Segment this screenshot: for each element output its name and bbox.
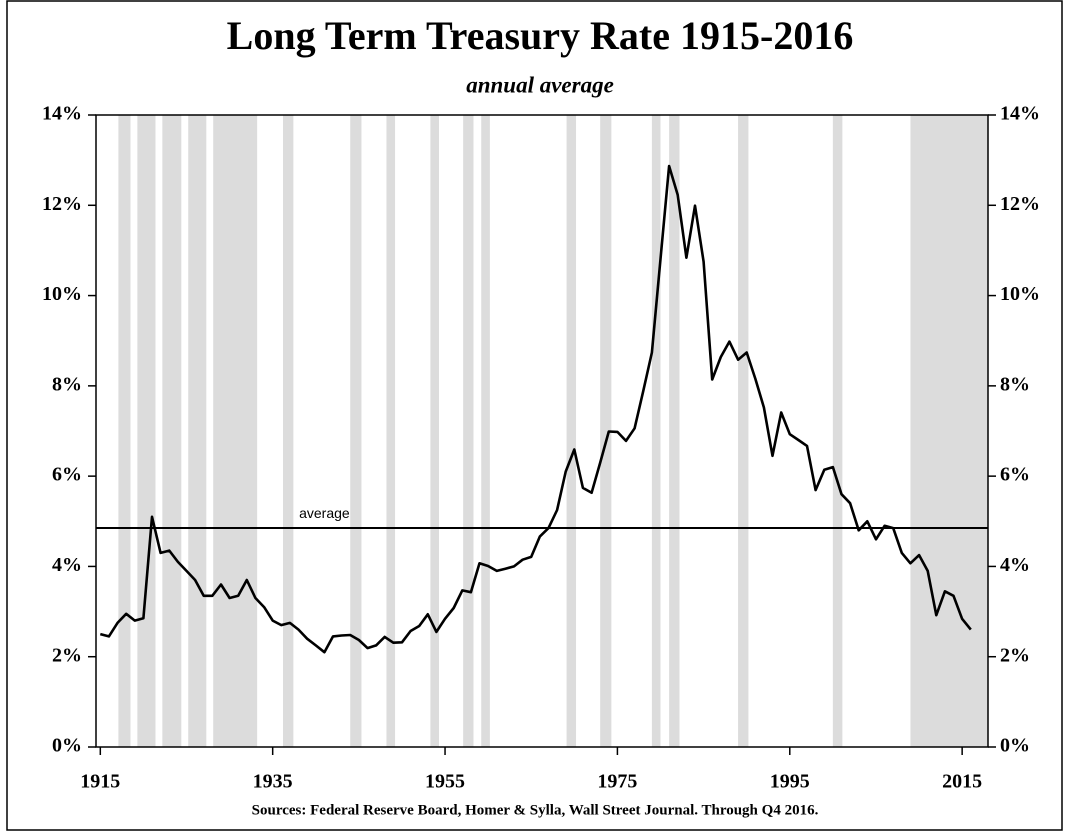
recession-band — [481, 115, 490, 747]
x-tick-label: 1915 — [80, 771, 120, 793]
recession-band — [188, 115, 207, 747]
y-tick-label: 12% — [42, 193, 82, 215]
rate-line — [99, 164, 972, 654]
recession-band — [350, 115, 362, 747]
recession-band — [213, 115, 258, 747]
x-tick-label: 1935 — [253, 771, 293, 793]
average-label: average — [299, 505, 350, 521]
recession-band — [832, 115, 843, 747]
recession-band — [118, 115, 131, 747]
y2-tick-label: 12% — [1000, 193, 1040, 215]
y2-tick-label: 2% — [1000, 644, 1030, 666]
source-note: Sources: Federal Reserve Board, Homer & … — [252, 802, 819, 818]
recession-band — [651, 115, 661, 747]
recession-band — [910, 115, 988, 747]
x-tick-label: 1975 — [597, 771, 637, 793]
y-tick-label: 4% — [52, 554, 82, 576]
x-tick-label: 1995 — [770, 771, 810, 793]
recession-band — [669, 115, 680, 747]
y2-tick-label: 6% — [1000, 464, 1030, 486]
frame — [6, 0, 1063, 831]
chart-subtitle: annual average — [466, 72, 614, 97]
chart-title: Long Term Treasury Rate 1915-2016 — [227, 13, 854, 58]
recession-band — [283, 115, 294, 747]
y-tick-label: 8% — [52, 373, 82, 395]
y-tick-label: 10% — [42, 283, 82, 305]
y2-tick-label: 4% — [1000, 554, 1030, 576]
y-tick-label: 0% — [52, 735, 82, 757]
y2-tick-label: 10% — [1000, 283, 1040, 305]
recession-band — [430, 115, 440, 747]
y-tick-label: 6% — [52, 464, 82, 486]
y2-tick-label: 14% — [1000, 103, 1040, 125]
x-tick-label: 1955 — [425, 771, 465, 793]
y2-tick-label: 0% — [1000, 735, 1030, 757]
recession-band — [463, 115, 474, 747]
recession-band — [162, 115, 182, 747]
y-tick-label: 14% — [42, 103, 82, 125]
y-tick-label: 2% — [52, 644, 82, 666]
recession-band — [600, 115, 612, 747]
x-tick-label: 2015 — [942, 771, 982, 793]
y2-tick-label: 8% — [1000, 373, 1030, 395]
recession-band — [386, 115, 396, 747]
recession-band — [137, 115, 156, 747]
plot-area — [95, 114, 989, 748]
recession-band — [566, 115, 577, 747]
recession-band — [738, 115, 749, 747]
